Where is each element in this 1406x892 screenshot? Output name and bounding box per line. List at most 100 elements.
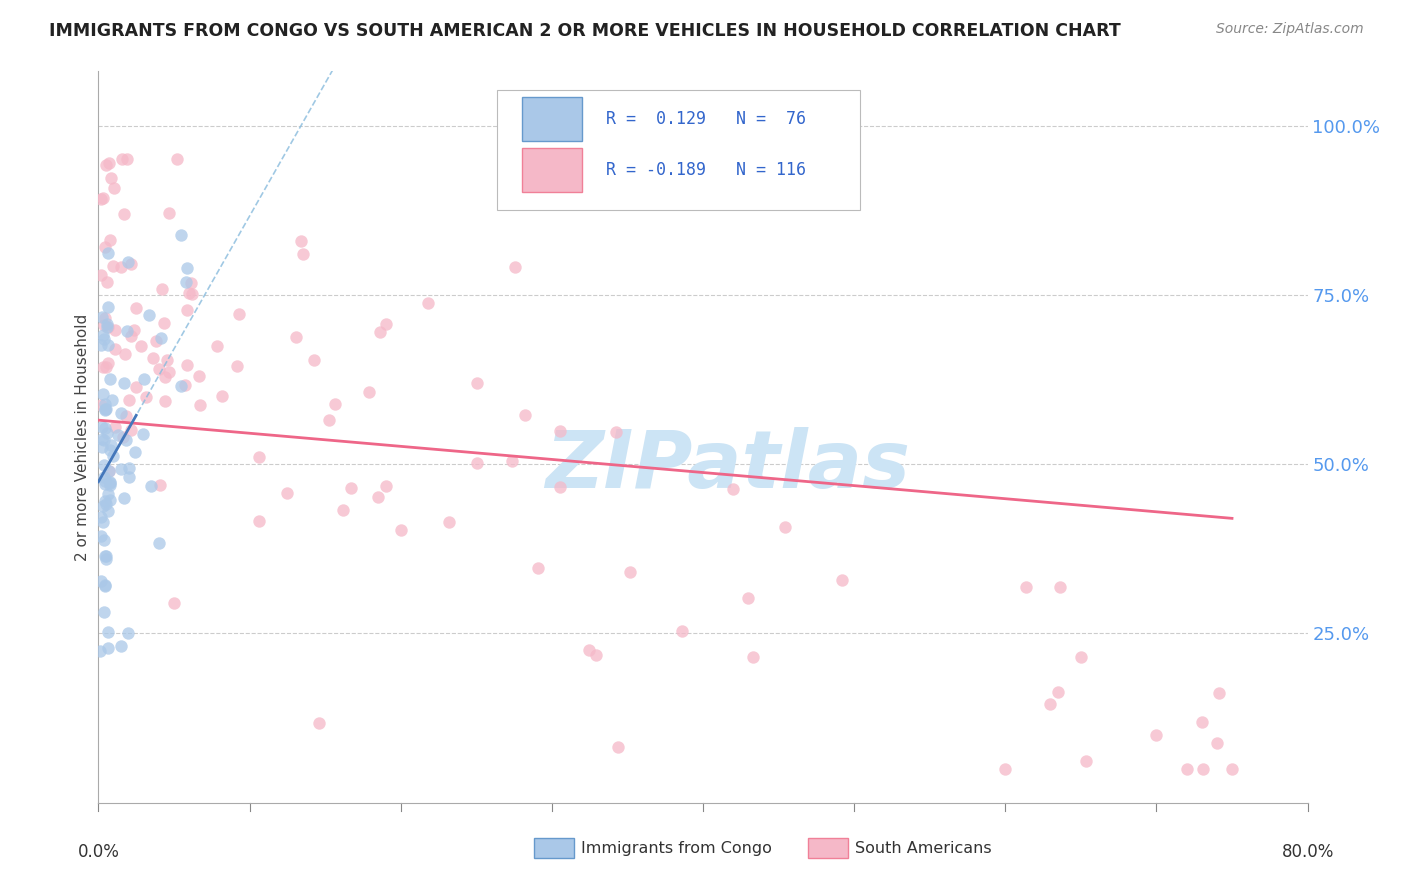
- Point: [437, 515, 460, 529]
- Point: [723, 483, 745, 497]
- Point: [94, 578, 117, 592]
- Text: South Americans: South Americans: [855, 841, 991, 855]
- Point: [104, 420, 127, 434]
- Point: [110, 462, 132, 476]
- Point: [94, 158, 117, 172]
- Point: [91, 191, 114, 205]
- Point: [124, 445, 146, 459]
- Point: [150, 282, 173, 296]
- Point: [228, 307, 250, 321]
- Point: [93, 469, 115, 483]
- Point: [606, 740, 628, 755]
- Point: [97, 246, 120, 260]
- Point: [149, 477, 172, 491]
- Point: [118, 461, 141, 475]
- Point: [357, 385, 380, 400]
- Point: [97, 640, 120, 655]
- Point: [110, 406, 132, 420]
- Bar: [522, 148, 582, 192]
- Point: [96, 401, 118, 416]
- Point: [100, 171, 122, 186]
- Point: [98, 492, 121, 507]
- Point: [515, 409, 537, 423]
- Text: R = -0.189   N = 116: R = -0.189 N = 116: [606, 161, 806, 179]
- Point: [96, 319, 118, 334]
- Point: [148, 362, 170, 376]
- Text: IMMIGRANTS FROM CONGO VS SOUTH AMERICAN 2 OR MORE VEHICLES IN HOUSEHOLD CORRELAT: IMMIGRANTS FROM CONGO VS SOUTH AMERICAN …: [49, 22, 1121, 40]
- Point: [389, 524, 412, 538]
- Point: [285, 329, 308, 343]
- Point: [671, 624, 693, 638]
- Point: [114, 434, 136, 448]
- Point: [98, 476, 121, 491]
- Point: [96, 320, 118, 334]
- Point: [110, 260, 132, 275]
- Point: [94, 240, 117, 254]
- Point: [187, 368, 209, 383]
- Point: [120, 328, 142, 343]
- Point: [125, 301, 148, 316]
- Point: [1046, 685, 1069, 699]
- Point: [89, 644, 111, 658]
- Point: [98, 372, 121, 386]
- Point: [111, 153, 134, 167]
- Point: [190, 398, 212, 412]
- Point: [112, 430, 135, 444]
- Point: [247, 515, 270, 529]
- Point: [120, 257, 142, 271]
- Point: [180, 287, 202, 301]
- Point: [115, 409, 138, 423]
- Point: [170, 378, 193, 392]
- Point: [211, 389, 233, 403]
- Point: [93, 549, 115, 563]
- Point: [98, 475, 121, 490]
- Point: [98, 234, 121, 248]
- Point: [93, 533, 115, 547]
- Point: [90, 268, 112, 282]
- Point: [578, 643, 600, 657]
- Point: [91, 420, 114, 434]
- Point: [129, 339, 152, 353]
- Point: [90, 192, 112, 206]
- Point: [375, 479, 398, 493]
- Point: [100, 438, 122, 452]
- Point: [332, 502, 354, 516]
- Point: [205, 338, 228, 352]
- Point: [94, 420, 117, 434]
- Point: [247, 450, 270, 464]
- Text: ZIPatlas: ZIPatlas: [544, 427, 910, 506]
- Text: R =  0.129   N =  76: R = 0.129 N = 76: [606, 110, 806, 128]
- Point: [150, 331, 173, 345]
- Point: [97, 155, 120, 169]
- Point: [176, 261, 198, 276]
- Point: [90, 529, 112, 543]
- Point: [1070, 649, 1092, 664]
- Point: [94, 403, 117, 417]
- Point: [1206, 736, 1229, 750]
- Point: [142, 351, 165, 365]
- Point: [91, 327, 114, 342]
- Point: [118, 470, 141, 484]
- Point: [132, 427, 155, 442]
- Point: [176, 302, 198, 317]
- Point: [308, 715, 330, 730]
- Point: [465, 376, 488, 390]
- Point: [132, 371, 155, 385]
- Point: [1220, 762, 1243, 776]
- Point: [98, 477, 121, 491]
- Point: [101, 449, 124, 463]
- Point: [110, 640, 132, 654]
- Point: [340, 481, 363, 495]
- Point: [97, 300, 120, 314]
- Point: [96, 625, 118, 640]
- Point: [290, 234, 312, 248]
- Point: [177, 285, 200, 300]
- Point: [367, 490, 389, 504]
- Point: [103, 323, 125, 337]
- FancyBboxPatch shape: [498, 90, 860, 211]
- Point: [1076, 754, 1098, 768]
- Point: [103, 181, 125, 195]
- Point: [302, 353, 325, 368]
- Point: [742, 649, 765, 664]
- Point: [291, 246, 314, 260]
